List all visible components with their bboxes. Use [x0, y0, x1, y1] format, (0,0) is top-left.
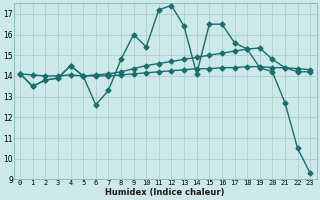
X-axis label: Humidex (Indice chaleur): Humidex (Indice chaleur) [105, 188, 225, 197]
